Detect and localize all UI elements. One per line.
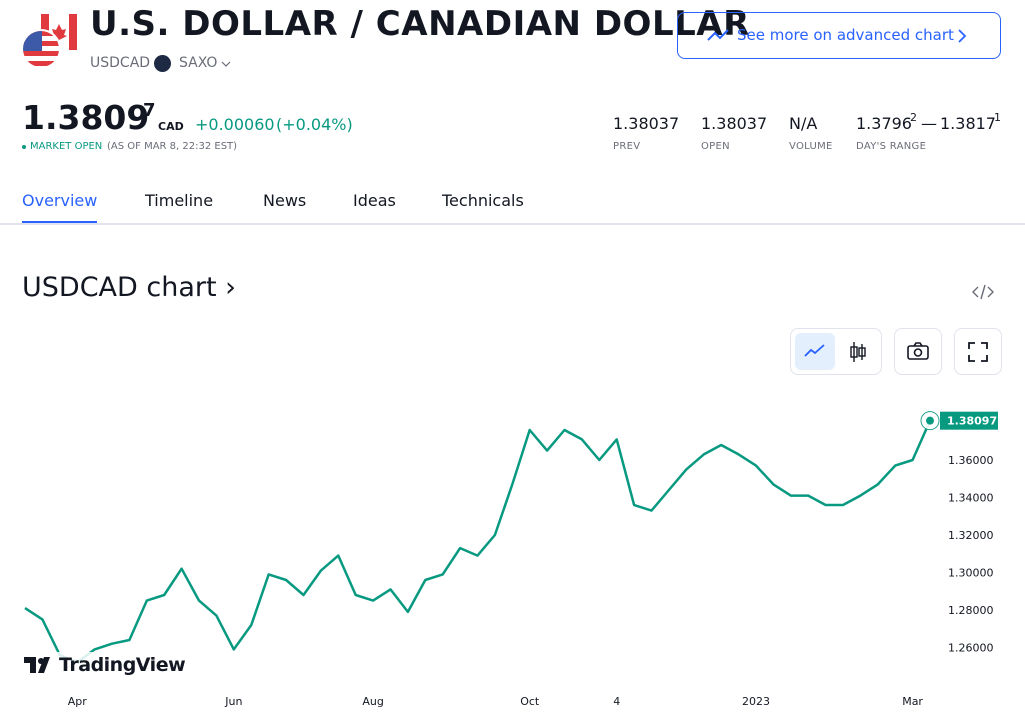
- range-low-digit: 2: [910, 111, 917, 124]
- embed-button[interactable]: [971, 283, 995, 301]
- tab[interactable]: Ideas: [353, 191, 396, 210]
- price-change: +0.00060: [195, 115, 275, 134]
- currency-flags: [21, 14, 77, 69]
- tab[interactable]: News: [263, 191, 307, 210]
- exchange-icon: [154, 55, 171, 72]
- stat-value: 1.38037: [701, 114, 768, 133]
- x-tick-label: Jun: [224, 695, 242, 708]
- y-tick-label: 1.34000: [948, 492, 994, 505]
- price-last-digit: 7: [143, 100, 156, 121]
- advanced-chart-button[interactable]: See more on advanced chart: [677, 12, 1001, 59]
- candle-style-button[interactable]: [849, 341, 867, 363]
- tab-active[interactable]: Overview: [22, 191, 98, 210]
- y-tick-label: 1.30000: [948, 567, 994, 580]
- line-icon: [804, 344, 825, 357]
- x-tick-label: Mar: [902, 695, 923, 708]
- stat-label: PREV: [613, 141, 641, 152]
- x-tick-label: Aug: [362, 695, 383, 708]
- as-of: (AS OF MAR 8, 22:32 EST): [107, 141, 238, 152]
- arrow-icon: [958, 29, 967, 43]
- symbol-ticker: USDCAD: [90, 55, 151, 71]
- stat-value: N/A: [789, 114, 818, 133]
- tab[interactable]: Technicals: [442, 191, 524, 210]
- stat-label: OPEN: [701, 141, 730, 152]
- range-separator: —: [921, 114, 937, 133]
- price-chart: 1.26000 1.28000 1.30000 1.32000 1.34000 1.360…: [24, 411, 998, 708]
- x-tick-label: 4: [613, 695, 620, 708]
- y-tick-label: 1.32000: [948, 529, 994, 542]
- currency: CAD: [158, 120, 184, 133]
- stat-label: DAY'S RANGE: [856, 141, 927, 152]
- tab-underline: [22, 221, 97, 224]
- chart-style-group: [790, 328, 882, 375]
- price-change-percent: (+0.04%): [276, 115, 353, 134]
- fullscreen-icon: [968, 342, 988, 362]
- y-tick-label: 1.28000: [948, 604, 994, 617]
- stat-label: VOLUME: [789, 141, 833, 152]
- price-tag: [940, 411, 998, 430]
- x-tick-label: Apr: [68, 695, 88, 708]
- tab-divider: [0, 223, 1025, 225]
- line-style-button[interactable]: [795, 333, 835, 370]
- last-price-dot: [926, 416, 934, 425]
- range-high: 1.3817: [940, 114, 996, 133]
- range-high-digit: 1: [994, 111, 1001, 124]
- snapshot-button[interactable]: [894, 328, 942, 375]
- logo-icon: [24, 657, 50, 673]
- y-tick-label: 1.26000: [948, 642, 994, 655]
- exchange-chevron: [221, 61, 231, 67]
- logo: TradingView: [22, 652, 187, 678]
- exchange-name[interactable]: SAXO: [179, 55, 218, 71]
- tab[interactable]: Timeline: [145, 191, 214, 210]
- stat-value: 1.38037: [613, 114, 680, 133]
- price-line: [24, 420, 932, 664]
- y-tick-label: 1.36000: [948, 454, 994, 467]
- chart-heading[interactable]: USDCAD chart ›: [22, 272, 236, 303]
- price: 1.3809: [22, 98, 150, 137]
- camera-icon: [907, 342, 929, 360]
- advanced-chart-label: See more on advanced chart: [737, 26, 954, 44]
- chart-icon: [707, 29, 729, 41]
- status-dot: [22, 145, 26, 149]
- market-status: MARKET OPEN: [30, 141, 103, 152]
- logo-text: TradingView: [59, 654, 186, 676]
- range-low: 1.3796: [856, 114, 912, 133]
- fullscreen-button[interactable]: [954, 328, 1002, 375]
- x-tick-label: Oct: [520, 695, 540, 708]
- price-tag-label: 1.38097: [947, 415, 997, 428]
- x-tick-label: 2023: [742, 695, 770, 708]
- symbol-title: U.S. DOLLAR / CANADIAN DOLLAR: [90, 4, 750, 44]
